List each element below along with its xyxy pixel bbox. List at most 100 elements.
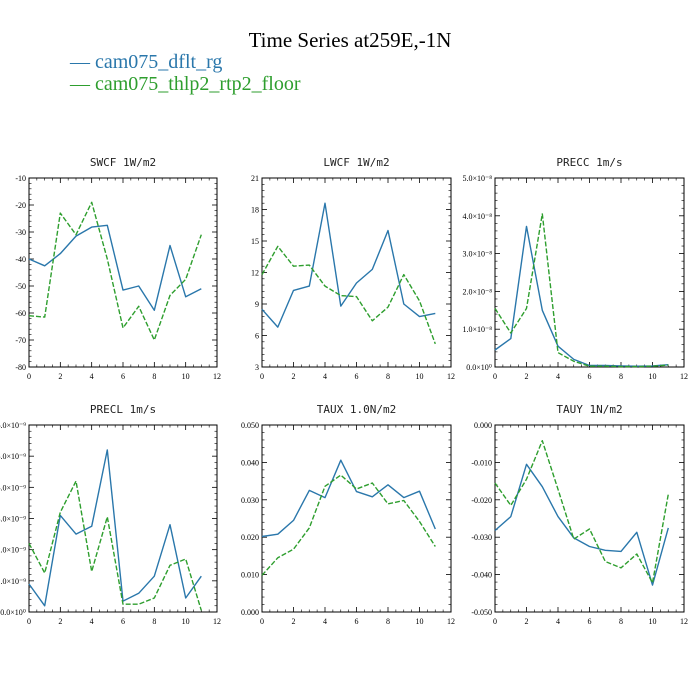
chart-panel-3: PRECL 1m/s 0 2 4 6 8 10 12 0.0×10⁰ 1.0×10⁻⁹ 2.0×10… <box>0 403 221 626</box>
series-line-thlp2-rtp2-floor <box>261 474 436 576</box>
legend-item-dflt-rg: — cam075_dflt_rg <box>70 51 222 73</box>
x-tick-label: 2 <box>525 617 529 626</box>
chart-panel-2: PRECC 1m/s 0 2 4 6 8 10 12 0.0×10⁰ 1.0×10⁻⁸ 2.0×10… <box>462 156 688 381</box>
x-tick-label: 10 <box>416 372 424 381</box>
chart-panel-0: SWCF 1W/m2 0 2 4 6 8 10 12 -80 -70 -60 -50 -40 -30 -20… <box>15 156 221 381</box>
y-tick-label: 0.020 <box>241 533 259 542</box>
y-tick-label: 0.050 <box>241 421 259 430</box>
x-tick-label: 0 <box>27 617 31 626</box>
chart-title: PRECL 1m/s <box>90 403 156 416</box>
x-tick-label: 10 <box>182 372 190 381</box>
y-tick-label: 2.0×10⁻⁹ <box>0 546 26 555</box>
y-tick-label: -20 <box>15 201 26 210</box>
y-tick-label: -80 <box>15 363 26 372</box>
chart-panel-4: TAUX 1.0N/m2 0 2 4 6 8 10 12 0.000 0.010 0.020 0.03… <box>241 403 455 626</box>
plot-frame <box>28 177 218 368</box>
y-tick-label: 9 <box>255 300 259 309</box>
series-line-thlp2-rtp2-floor <box>261 245 436 345</box>
y-tick-label: -70 <box>15 336 26 345</box>
chart-panel-1: LWCF 1W/m2 0 2 4 6 8 10 12 3 6 9 12 15 18 21 <box>251 156 455 381</box>
x-tick-label: 12 <box>680 372 688 381</box>
legend-line-symbol: — <box>70 73 95 95</box>
x-tick-label: 2 <box>525 372 529 381</box>
y-tick-label: -0.050 <box>471 608 492 617</box>
x-tick-label: 10 <box>416 617 424 626</box>
x-tick-label: 2 <box>58 617 62 626</box>
series-line-thlp2-rtp2-floor <box>28 201 202 341</box>
chart-panel-5: TAUY 1N/m2 0 2 4 6 8 10 12 -0.050 -0.040 -0.030 -0.… <box>471 403 688 626</box>
series-line-dflt-rg <box>28 449 202 607</box>
y-tick-label: -0.020 <box>471 496 492 505</box>
y-tick-label: 1.0×10⁻⁸ <box>462 325 492 334</box>
y-tick-label: 3.0×10⁻⁹ <box>0 515 26 524</box>
chart-title: SWCF 1W/m2 <box>90 156 156 169</box>
y-tick-label: -0.030 <box>471 533 492 542</box>
x-tick-label: 8 <box>386 617 390 626</box>
series-line-dflt-rg <box>28 224 202 311</box>
x-tick-label: 0 <box>493 372 497 381</box>
y-tick-label: -0.010 <box>471 458 492 467</box>
y-tick-label: 4.0×10⁻⁸ <box>462 212 492 221</box>
x-tick-label: 6 <box>355 617 359 626</box>
series-line-thlp2-rtp2-floor <box>494 440 669 584</box>
legend-line-symbol: — <box>70 51 95 73</box>
x-tick-label: 8 <box>152 372 156 381</box>
y-tick-label: 3.0×10⁻⁸ <box>462 250 492 259</box>
x-tick-label: 12 <box>213 372 221 381</box>
series-line-thlp2-rtp2-floor <box>494 213 669 368</box>
series-line-dflt-rg <box>494 225 669 367</box>
y-tick-label: 0.0×10⁰ <box>0 608 26 617</box>
plot-frame <box>261 424 452 613</box>
y-tick-label: -30 <box>15 228 26 237</box>
x-tick-label: 4 <box>90 372 94 381</box>
x-tick-label: 2 <box>292 617 296 626</box>
plot-frame <box>261 177 452 368</box>
x-tick-label: 10 <box>649 617 657 626</box>
y-tick-label: -0.040 <box>471 571 492 580</box>
y-tick-label: 0.010 <box>241 571 259 580</box>
x-tick-label: 6 <box>121 617 125 626</box>
series-line-dflt-rg <box>261 459 436 538</box>
y-tick-label: 0.000 <box>241 608 259 617</box>
series-line-dflt-rg <box>494 463 669 586</box>
y-tick-label: -50 <box>15 282 26 291</box>
chart-title: PRECC 1m/s <box>556 156 622 169</box>
x-tick-label: 6 <box>121 372 125 381</box>
y-tick-label: 1.0×10⁻⁹ <box>0 577 26 586</box>
series-line-dflt-rg <box>261 202 436 328</box>
x-tick-label: 6 <box>355 372 359 381</box>
x-tick-label: 8 <box>619 617 623 626</box>
x-tick-label: 8 <box>619 372 623 381</box>
x-tick-label: 12 <box>447 372 455 381</box>
chart-title: TAUX 1.0N/m2 <box>317 403 396 416</box>
x-tick-label: 10 <box>649 372 657 381</box>
series-line-thlp2-rtp2-floor <box>28 480 202 611</box>
y-tick-label: -10 <box>15 174 26 183</box>
y-tick-label: 6 <box>255 332 259 341</box>
y-tick-label: 3 <box>255 363 259 372</box>
legend-item-thlp2-rtp2-floor: — cam075_thlp2_rtp2_floor <box>70 73 301 95</box>
y-tick-label: 21 <box>251 174 259 183</box>
x-tick-label: 0 <box>260 372 264 381</box>
legend-label: cam075_thlp2_rtp2_floor <box>95 73 301 95</box>
x-tick-label: 4 <box>556 617 560 626</box>
x-tick-label: 2 <box>58 372 62 381</box>
x-tick-label: 4 <box>323 617 327 626</box>
x-tick-label: 4 <box>90 617 94 626</box>
y-tick-label: 12 <box>251 269 259 278</box>
page-title: Time Series at259E,-1N <box>248 28 452 52</box>
x-tick-label: 0 <box>27 372 31 381</box>
x-tick-label: 10 <box>182 617 190 626</box>
x-tick-label: 8 <box>386 372 390 381</box>
x-tick-label: 0 <box>493 617 497 626</box>
y-tick-label: 15 <box>251 237 259 246</box>
y-tick-label: 2.0×10⁻⁸ <box>462 287 492 296</box>
x-tick-label: 8 <box>152 617 156 626</box>
x-tick-label: 6 <box>588 372 592 381</box>
chart-title: TAUY 1N/m2 <box>556 403 622 416</box>
x-tick-label: 12 <box>213 617 221 626</box>
y-tick-label: 0.040 <box>241 458 259 467</box>
y-tick-label: 5.0×10⁻⁸ <box>462 174 492 183</box>
chart-title: LWCF 1W/m2 <box>323 156 389 169</box>
x-tick-label: 6 <box>588 617 592 626</box>
